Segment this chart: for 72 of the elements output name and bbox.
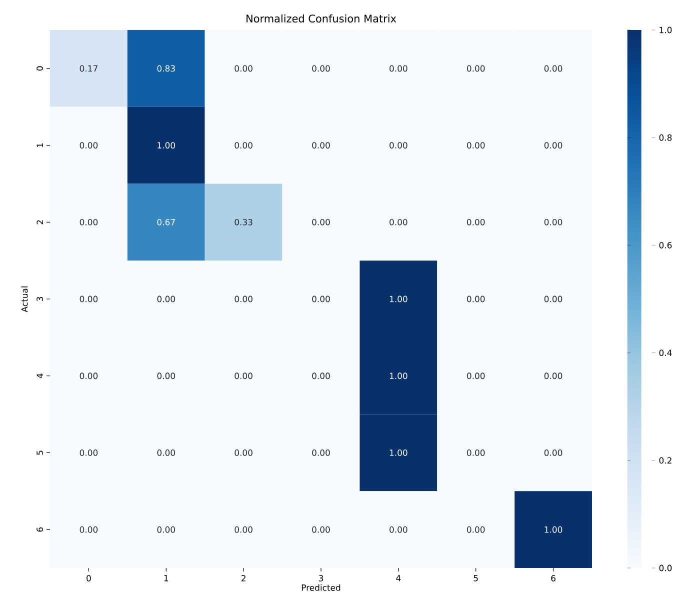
data-label: 0.00 <box>80 142 98 149</box>
data-label: 0.17 <box>80 65 98 72</box>
data-label: 0.00 <box>80 296 98 302</box>
data-label: 0.00 <box>312 218 330 226</box>
data-label: 0.00 <box>80 450 98 456</box>
data-label: 0.00 <box>157 372 176 380</box>
data-label: 0.67 <box>157 218 175 226</box>
data-label: 0.00 <box>234 142 252 149</box>
data-label: 0.00 <box>312 142 330 149</box>
x-tick-label: 1 <box>164 575 168 582</box>
x-tick-label: 3 <box>318 575 324 582</box>
data-label: 0.00 <box>544 450 562 456</box>
data-label: 0.00 <box>234 372 252 380</box>
data-label: 0.00 <box>312 526 330 533</box>
color-bar-label: 1.0 <box>660 26 672 34</box>
data-label: 0.00 <box>544 142 562 149</box>
x-tick-label: 0 <box>86 575 91 582</box>
color-bar-label: 0.6 <box>659 242 672 248</box>
data-label: 0.83 <box>157 65 175 72</box>
x-tick-label: 5 <box>474 575 478 582</box>
data-label: 0.00 <box>234 450 252 456</box>
data-label: 0.33 <box>234 218 252 226</box>
y-tick-label: 5 <box>36 450 43 455</box>
data-label: 0.00 <box>80 526 98 533</box>
data-label: 0.00 <box>544 372 562 380</box>
x-tick-label: 4 <box>396 575 401 582</box>
color-bar-label: 0.2 <box>659 457 672 464</box>
data-label: 0.00 <box>466 142 485 149</box>
data-label: 1.00 <box>158 142 176 149</box>
data-label: 1.00 <box>544 526 562 533</box>
data-label: 0.00 <box>157 450 176 456</box>
data-label: 0.00 <box>466 296 485 302</box>
data-label: 0.00 <box>312 65 330 72</box>
data-label: 0.00 <box>466 372 485 380</box>
data-label: 0.00 <box>390 218 408 226</box>
data-label: 0.00 <box>390 142 408 149</box>
y-axis-title: Actual <box>21 286 28 312</box>
y-tick-label: 0 <box>36 66 43 71</box>
color-bar-label: 0.8 <box>659 134 672 141</box>
y-tick-label: 4 <box>36 374 43 378</box>
data-label: 0.00 <box>466 65 485 72</box>
data-label: 0.00 <box>312 372 330 380</box>
color-bar-label: 0.4 <box>659 350 672 356</box>
data-label: 0.00 <box>157 296 176 302</box>
data-label: 1.00 <box>390 296 408 302</box>
data-label: 0.00 <box>80 218 98 226</box>
data-label: 1.00 <box>390 450 408 456</box>
chart-title: Normalized Confusion Matrix <box>246 14 396 23</box>
data-label: 0.00 <box>544 218 562 226</box>
data-label: 0.00 <box>157 526 176 533</box>
data-label: 0.00 <box>234 296 252 302</box>
y-tick-label: 2 <box>36 220 43 224</box>
data-label: 0.00 <box>80 372 98 380</box>
data-label: 0.00 <box>234 65 252 72</box>
y-tick-label: 1 <box>36 143 43 148</box>
x-axis-title: Predicted <box>302 584 340 591</box>
data-label: 0.00 <box>312 296 330 302</box>
y-tick-label: 3 <box>36 297 43 302</box>
x-tick-label: 6 <box>551 575 556 582</box>
data-label: 0.00 <box>390 65 408 72</box>
data-label: 0.00 <box>466 450 485 456</box>
data-label: 0.00 <box>234 526 252 533</box>
data-label: 0.00 <box>544 296 562 302</box>
color-bar-label: 0.0 <box>659 564 672 572</box>
data-label: 1.00 <box>390 372 408 380</box>
data-label: 0.00 <box>466 218 485 226</box>
data-label: 0.00 <box>544 65 562 72</box>
data-label: 0.00 <box>390 526 408 533</box>
data-label: 0.00 <box>466 526 485 533</box>
x-tick-label: 2 <box>242 575 246 582</box>
data-label: 0.00 <box>312 450 330 456</box>
y-tick-label: 6 <box>36 527 43 532</box>
